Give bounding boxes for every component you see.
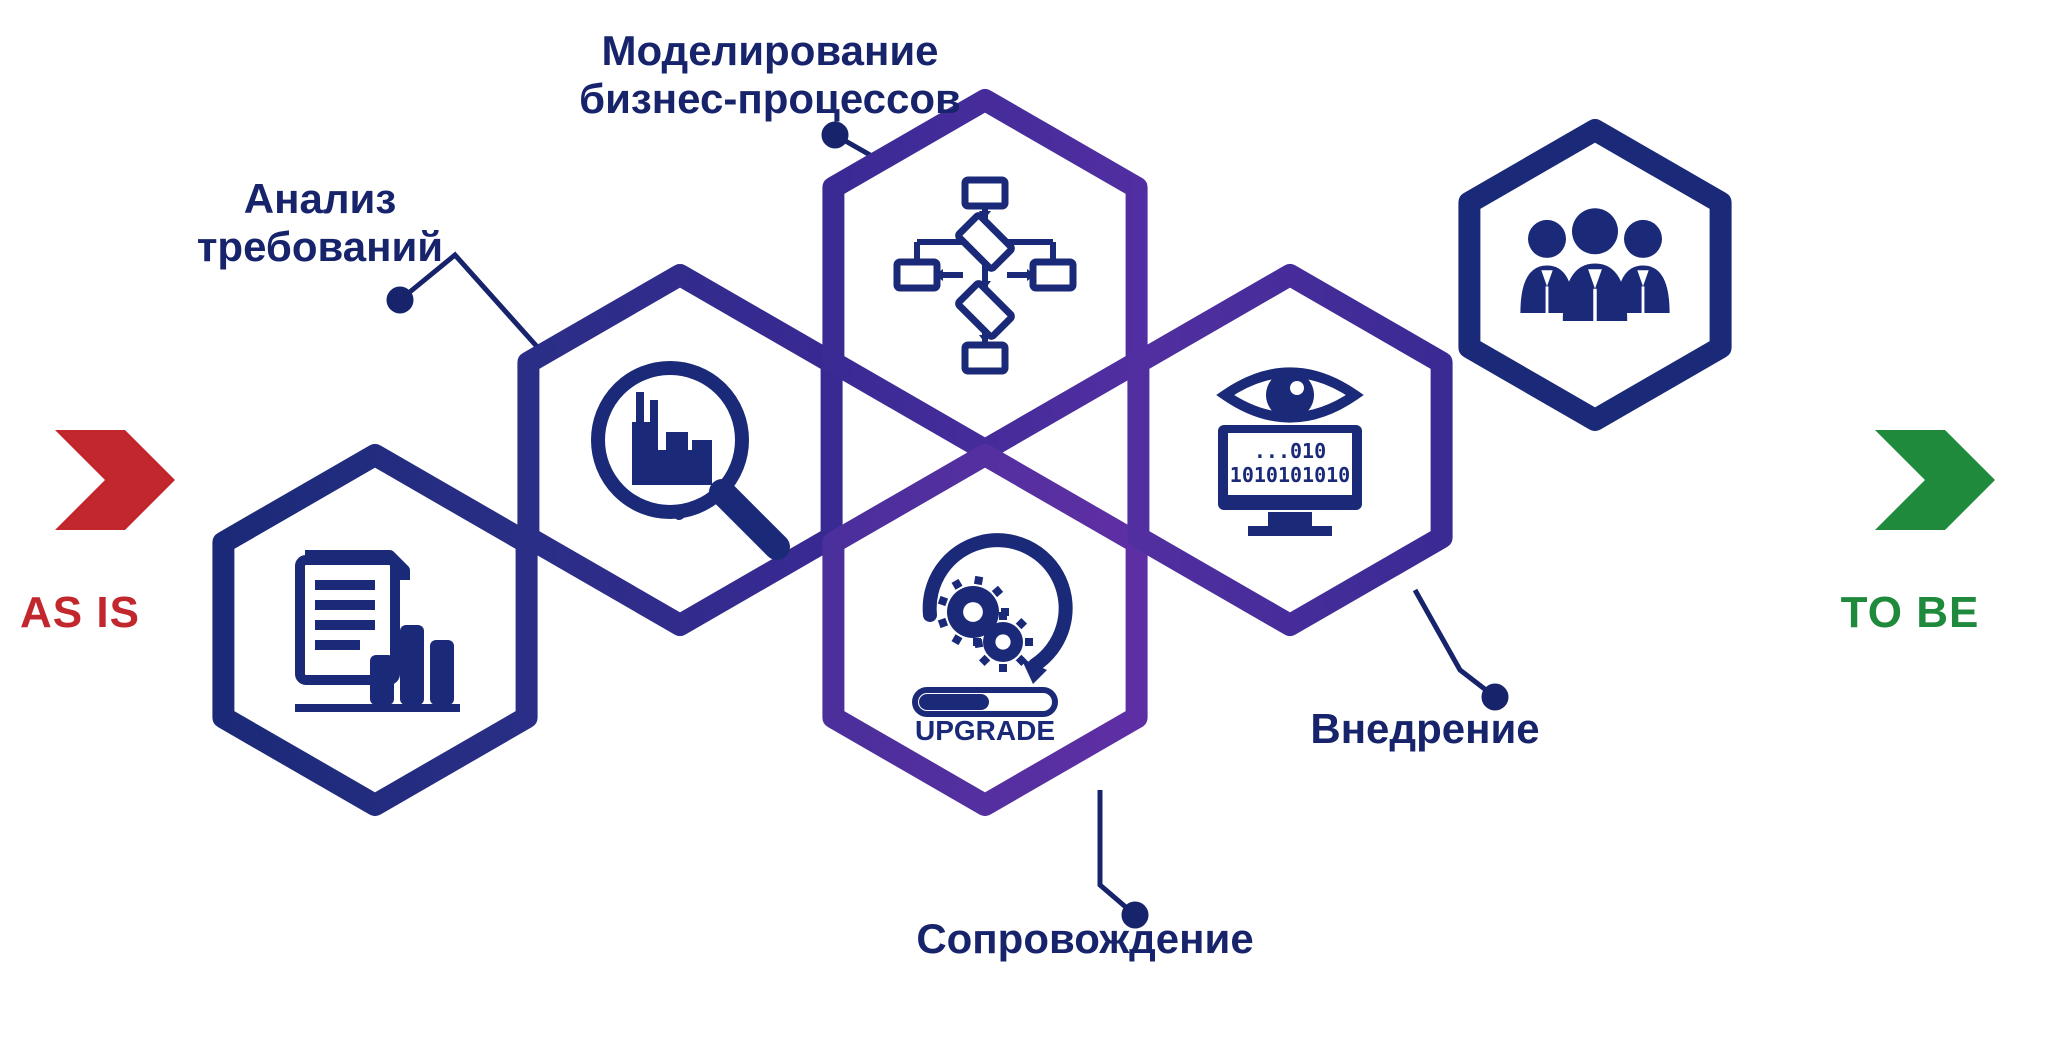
to-be-arrow-icon xyxy=(1875,430,1995,530)
hex-h4: UPGRADE xyxy=(833,455,1136,805)
hex-h5: ...010 1010101010 xyxy=(1138,275,1441,625)
hex-h2 xyxy=(528,275,831,625)
svg-text:1010101010: 1010101010 xyxy=(1230,463,1350,487)
as-is-arrow-icon xyxy=(55,430,175,530)
hex-h1 xyxy=(223,455,526,805)
hex-h6 xyxy=(1469,130,1720,420)
label-analysis: Анализ требований xyxy=(70,175,570,272)
label-support: Сопровождение xyxy=(835,915,1335,963)
svg-text:...010: ...010 xyxy=(1254,439,1326,463)
hex-h3 xyxy=(833,100,1136,450)
to-be-label: TO BE xyxy=(1810,588,2010,638)
diagram-stage: UPGRADE ...010 1010101010 xyxy=(0,0,2048,1063)
svg-text:UPGRADE: UPGRADE xyxy=(915,715,1055,746)
label-modeling: Моделирование бизнес-процессов xyxy=(520,27,1020,124)
as-is-label: AS IS xyxy=(0,588,180,638)
label-implementation: Внедрение xyxy=(1175,705,1675,753)
